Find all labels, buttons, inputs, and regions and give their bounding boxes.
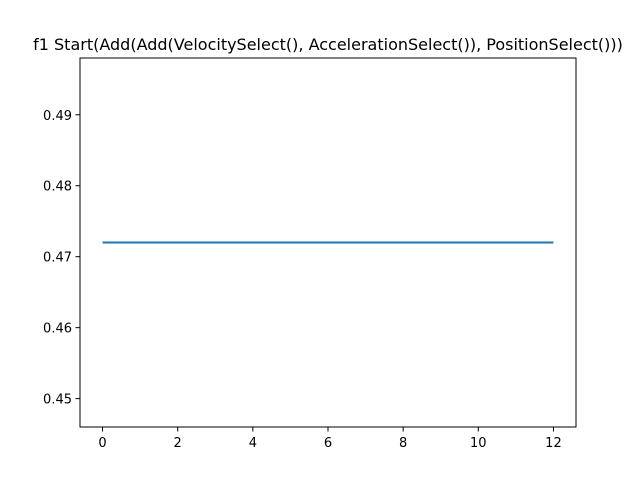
x-tick-label: 6 [324,436,332,451]
x-tick-label: 0 [98,436,106,451]
x-tick-label: 4 [249,436,257,451]
y-tick-label: 0.45 [43,393,72,408]
y-tick-label: 0.46 [43,322,72,337]
plot-area: 0 2 4 6 8 10 12 0.45 0.46 0.47 0.48 0.49 [43,109,562,451]
y-tick-label: 0.47 [43,251,72,266]
chart-title: f1 Start(Add(Add(VelocitySelect(), Accel… [33,35,623,54]
y-tick-label: 0.48 [43,180,72,195]
y-tick-label: 0.49 [43,109,72,124]
x-tick-label: 10 [470,436,487,451]
x-tick-label: 8 [399,436,407,451]
x-tick-label: 2 [174,436,182,451]
x-tick-label: 12 [545,436,562,451]
axes-frame [79,57,577,428]
